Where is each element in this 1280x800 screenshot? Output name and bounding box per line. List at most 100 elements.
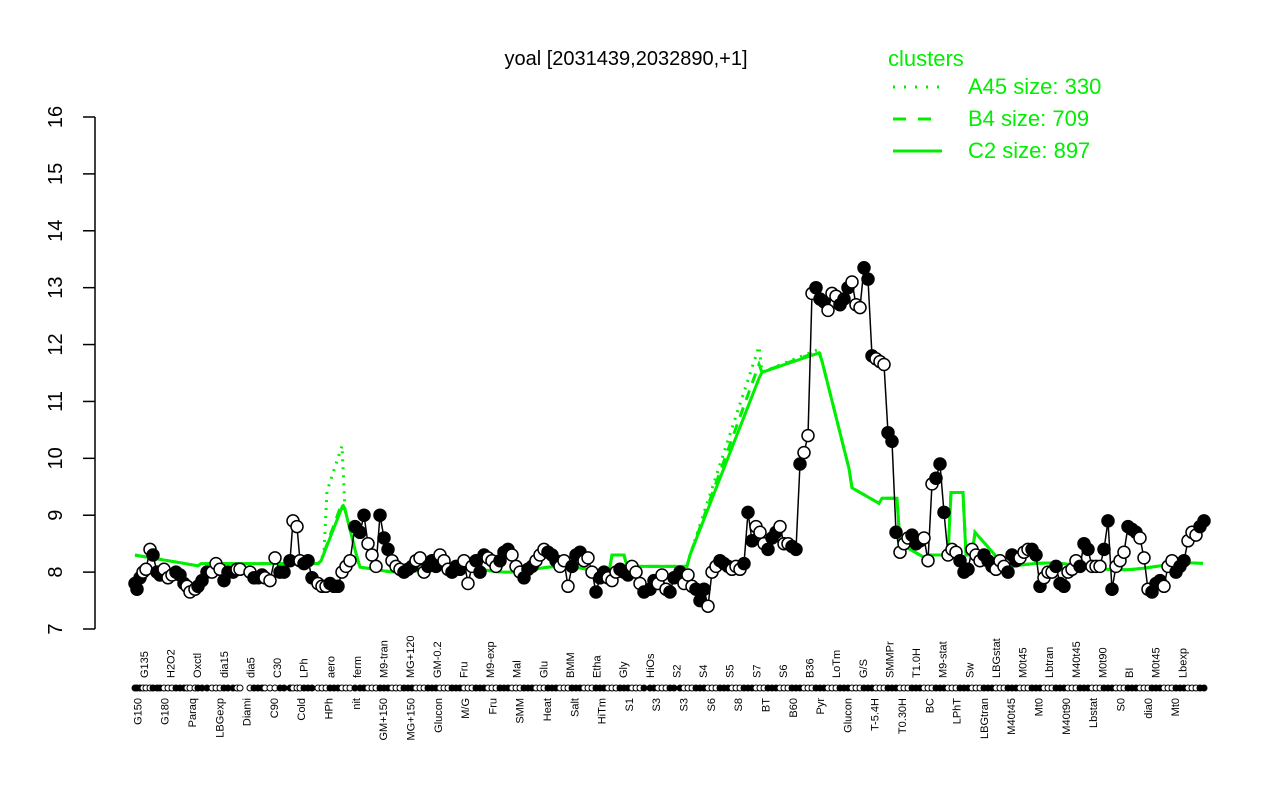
x-tick-label: M40t45 [1071,641,1083,678]
x-tick-label: dia5 [246,657,258,678]
x-tick-label: SMMPr [885,641,897,678]
x-tick-label: T-5.4H [870,698,882,731]
data-point [343,553,357,568]
x-tick-label: G/S [858,659,870,678]
data-point [1197,514,1211,528]
x-tick-label: Mal [512,660,524,678]
data-point [357,508,371,522]
x-tick-label: Glu [538,661,550,678]
x-tick-label: Glucon [842,698,854,733]
data-point [263,573,277,588]
rug-mark [236,684,244,692]
data-point [268,551,282,565]
data-point [629,565,643,579]
data-point [361,536,375,551]
data-point [1105,582,1119,596]
x-tick-label: C30 [272,658,284,678]
data-point [697,582,711,596]
x-tick-label: Lbexp [1177,648,1189,678]
y-tick-label: 11 [45,391,67,412]
y-tick-label: 9 [45,510,67,521]
rug-mark [1200,684,1208,692]
x-tick-label: M9-exp [485,641,497,678]
x-tick-label: M40t90 [1061,698,1073,735]
x-axis-labels: G135 H2O2 Oxctl dia15 dia5 C30 LPh aero ferm M9-t… [132,636,1189,741]
data-point [857,261,871,275]
x-tick-label: Pyr [815,698,827,715]
x-tick-label: M/G [460,698,472,719]
data-point [1117,545,1131,559]
data-point [1137,551,1151,565]
x-tick-label: LBGtran [979,698,991,739]
x-tick-label: HiTm [597,698,609,724]
x-tick-label: LBGstat [991,638,1003,678]
data-point [797,445,811,460]
x-tick-label: Glucon [433,698,445,733]
x-tick-label: M40t45 [1006,698,1018,735]
x-tick-label: G180 [160,698,172,725]
rug-mark [640,684,648,692]
x-tick-label: BT [760,698,772,712]
x-tick-label: S7 [751,665,763,678]
data-point [565,559,579,574]
x-tick-label: Cold [296,698,308,721]
data-point [1157,579,1171,594]
cluster-line [134,346,1204,574]
x-tick-label: BC [924,698,936,713]
x-tick-label: Lbstat [1088,698,1100,728]
x-tick-label: S6 [706,698,718,711]
x-tick-label: Gly [618,661,630,678]
x-tick-label: SMM [515,698,527,724]
data-point [917,531,931,545]
legend-title: clusters [888,46,964,71]
x-tick-label: M0t90 [1098,647,1110,678]
rug-mark [280,684,288,692]
y-tick-label: 8 [45,567,67,578]
data-point [929,471,943,485]
data-point [753,525,767,540]
data-point [1073,559,1087,574]
x-tick-label: Etha [592,654,604,678]
data-point [773,519,787,534]
data-point [373,508,387,522]
y-axis: 7 8 9 10 11 12 13 14 15 16 [45,106,96,635]
y-tick-label: 10 [45,447,67,469]
x-tick-label: Heat [542,698,554,721]
data-point [461,576,475,591]
x-tick-label: S1 [624,698,636,711]
x-tick-label: B60 [788,698,800,718]
data-point [1001,565,1015,579]
x-tick-label: C90 [269,698,281,718]
data-point [1029,548,1043,562]
x-tick-label: T1.0H [911,648,923,678]
data-point [365,548,379,562]
y-tick-label: 7 [45,623,67,634]
x-tick-label: G150 [132,698,144,725]
data-point [1093,559,1107,574]
data-point [139,562,153,577]
x-tick-label: S0 [1115,698,1127,711]
x-tick-label: S4 [698,665,710,678]
data-point [701,599,715,613]
y-tick-label: 14 [45,220,67,242]
x-tick-label: BI [1124,668,1136,678]
y-tick-label: 15 [45,163,67,185]
x-tick-label: Diami [242,698,254,726]
data-point [353,525,367,540]
legend: clusters A45 size: 330 B4 size: 709 C2 siz… [888,46,1101,163]
data-point [473,565,487,579]
data-point [1097,542,1111,557]
legend-entry: C2 size: 897 [968,138,1090,163]
x-tick-label: dia15 [219,651,231,678]
x-tick-label: dia0 [1143,698,1155,719]
x-tick-label: Lbtran [1044,647,1056,678]
data-point [801,428,815,443]
cluster-line [134,351,1204,574]
data-series-line [134,267,1205,607]
data-point [789,542,803,557]
data-point [861,272,875,286]
data-point [937,505,951,520]
x-tick-label: S3 [651,698,663,711]
data-point [589,585,603,599]
data-point [301,553,315,568]
